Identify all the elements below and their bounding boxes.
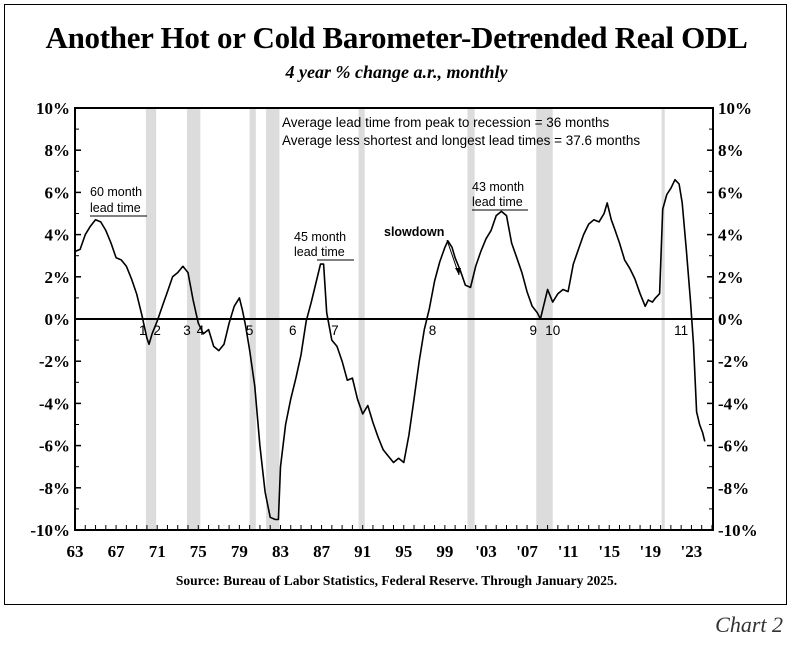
y-tick-label-right: 4% xyxy=(718,226,744,245)
y-tick-label-right: -2% xyxy=(718,352,749,371)
recession-number-6: 6 xyxy=(289,323,297,338)
lead43-label-line2: lead time xyxy=(472,195,523,209)
source-note: Source: Bureau of Labor Statistics, Fede… xyxy=(175,573,618,588)
x-tick-label: 95 xyxy=(395,542,412,561)
recession-number-2: 2 xyxy=(153,323,161,338)
x-tick-label: 67 xyxy=(108,542,126,561)
x-tick-label: 87 xyxy=(313,542,331,561)
y-tick-label-left: 2% xyxy=(45,268,71,287)
chart-subtitle: 4 year % change a.r., monthly xyxy=(285,62,508,82)
recession-number-3: 3 xyxy=(183,323,191,338)
x-tick-label: '11 xyxy=(558,542,579,561)
y-tick-label-left: 6% xyxy=(45,183,71,202)
y-tick-label-left: 0% xyxy=(45,310,71,329)
lead45-label-line1: 45 month xyxy=(294,230,346,244)
avg-lead-time-note: Average lead time from peak to recession… xyxy=(282,115,610,130)
x-tick-label: '15 xyxy=(598,542,620,561)
series-line-real-odl xyxy=(74,178,706,521)
y-tick-label-left: 10% xyxy=(36,99,70,118)
avg-lead-time-adjusted-note: Average less shortest and longest lead t… xyxy=(282,133,640,148)
chart-frame xyxy=(4,4,787,605)
x-tick-label: 75 xyxy=(190,542,207,561)
lead45-label-line2: lead time xyxy=(294,245,345,259)
x-tick-label: '23 xyxy=(681,542,703,561)
recession-number-9: 9 xyxy=(529,323,537,338)
y-tick-label-left: 4% xyxy=(45,226,71,245)
y-tick-label-left: -8% xyxy=(39,479,70,498)
y-tick-label-left: -2% xyxy=(39,352,70,371)
slowdown-arrowhead xyxy=(455,268,461,275)
y-tick-label-right: -4% xyxy=(718,394,749,413)
y-tick-label-left: -4% xyxy=(39,394,70,413)
slowdown-label: slowdown xyxy=(384,225,444,239)
x-tick-label: 91 xyxy=(354,542,371,561)
recession-number-11: 11 xyxy=(674,323,688,338)
y-tick-label-right: -6% xyxy=(718,437,749,456)
x-tick-label: 71 xyxy=(149,542,166,561)
recession-number-10: 10 xyxy=(545,323,560,338)
recession-number-labels: 1 2 3 4 5 6 7 8 9 10 11 xyxy=(139,323,688,338)
y-tick-label-right: 10% xyxy=(718,99,752,118)
x-tick-label: '07 xyxy=(516,542,538,561)
lead43-label-line1: 43 month xyxy=(472,180,524,194)
x-tick-label: 83 xyxy=(272,542,289,561)
y-tick-label-right: 2% xyxy=(718,268,744,287)
y-tick-label-left: 8% xyxy=(45,141,71,160)
recession-number-5: 5 xyxy=(246,323,254,338)
recession-number-8: 8 xyxy=(429,323,437,338)
y-tick-label-right: 6% xyxy=(718,183,744,202)
axes: 10% 10% 8% 8% 6% 6% 4% 4% 2% 2% 0% 0% -2% -2% -4% -4% -6… xyxy=(30,99,757,561)
lead60-label-line1: 60 month xyxy=(90,185,142,199)
y-tick-label-right: 8% xyxy=(718,141,744,160)
lead60-label-line2: lead time xyxy=(90,201,141,215)
y-tick-label-right: 0% xyxy=(718,310,744,329)
recession-number-1: 1 xyxy=(139,323,147,338)
x-tick-label: '03 xyxy=(475,542,497,561)
x-tick-label: 63 xyxy=(67,542,84,561)
y-tick-label-right: -10% xyxy=(718,521,758,540)
recession-number-4: 4 xyxy=(197,323,205,338)
recession-number-7: 7 xyxy=(331,323,339,338)
x-tick-label: 79 xyxy=(231,542,248,561)
chart-number-label: Chart 2 xyxy=(715,612,783,637)
chart-title: Another Hot or Cold Barometer-Detrended … xyxy=(45,20,748,55)
y-tick-label-left: -10% xyxy=(30,521,70,540)
x-tick-label: 99 xyxy=(436,542,453,561)
y-tick-label-left: -6% xyxy=(39,437,70,456)
y-tick-label-right: -8% xyxy=(718,479,749,498)
x-tick-label: '19 xyxy=(639,542,661,561)
